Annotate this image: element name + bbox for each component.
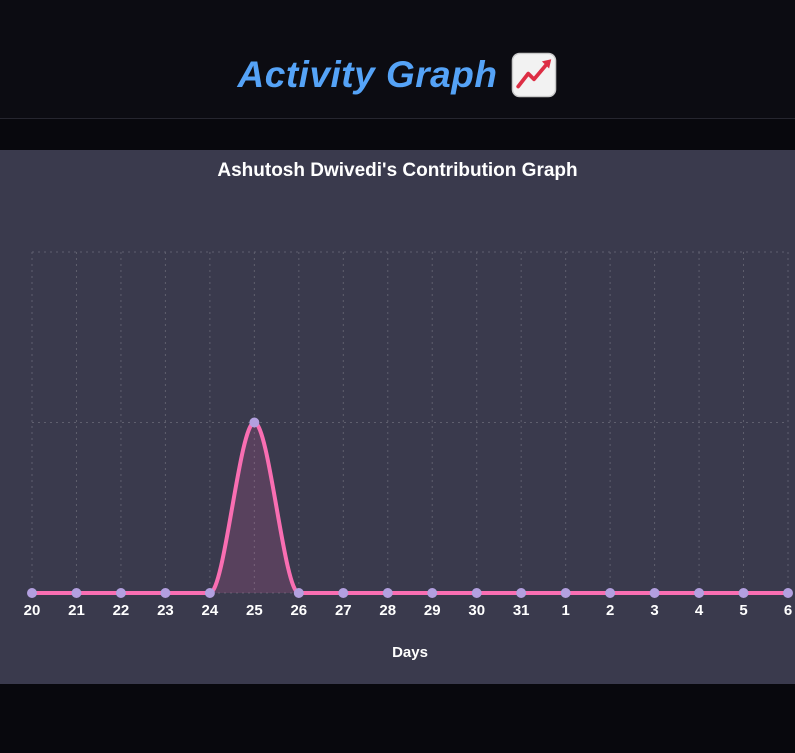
x-axis-label: 28 [379,602,396,619]
x-axis-label: 23 [157,602,174,619]
chart-title: Ashutosh Dwivedi's Contribution Graph [217,160,578,181]
x-axis-label: 30 [468,602,485,619]
header: Activity Graph [0,0,795,119]
main-content: Ashutosh Dwivedi's Contribution Graph 20… [0,119,795,684]
data-point[interactable] [293,588,304,598]
data-point[interactable] [560,588,571,598]
line-fill-area [32,422,788,593]
data-point[interactable] [516,588,527,598]
data-point[interactable] [738,588,749,598]
data-point[interactable] [649,588,660,598]
app: Activity Graph Ashutosh Dwivedi's Contri… [0,0,795,684]
data-point[interactable] [249,417,260,428]
data-point[interactable] [471,588,482,598]
x-axis-label: 4 [695,602,704,619]
data-point[interactable] [338,588,349,598]
data-point[interactable] [71,588,82,598]
page-title-text: Activity Graph [237,54,498,95]
contribution-line [30,420,790,595]
data-point[interactable] [382,588,393,598]
x-axis-label: 20 [24,602,41,619]
x-axis-label: 26 [290,602,307,619]
x-axis-label: 1 [561,602,569,619]
x-axis-label: 24 [202,602,219,619]
x-axis-label: 3 [650,602,658,619]
x-axis-label: 29 [424,602,441,619]
data-point[interactable] [694,588,705,598]
grid-lines [31,251,789,594]
data-point[interactable] [204,588,215,598]
data-point[interactable] [160,588,171,598]
data-point[interactable] [27,588,37,598]
chart-increasing-icon [511,52,557,98]
data-point[interactable] [427,588,438,598]
data-point[interactable] [605,588,616,598]
chart-panel: Ashutosh Dwivedi's Contribution Graph 20… [0,150,795,684]
data-point[interactable] [115,588,126,598]
x-axis-label: 5 [739,602,747,619]
x-axis-label: 6 [784,602,792,619]
x-axis-label: 2 [606,602,614,619]
x-axis-label: 21 [68,602,85,619]
x-axis-labels: 20 21 22 23 24 25 26 27 28 29 30 31 1 2 3 4 5 6 [24,602,793,619]
x-axis-label: 22 [113,602,130,619]
data-points [27,417,793,598]
x-axis-label: 27 [335,602,352,619]
x-axis-title: Days [392,644,428,661]
data-point[interactable] [783,588,793,598]
x-axis-label: 31 [513,602,530,619]
page-title: Activity Graph [238,52,558,98]
x-axis-label: 25 [246,602,263,619]
